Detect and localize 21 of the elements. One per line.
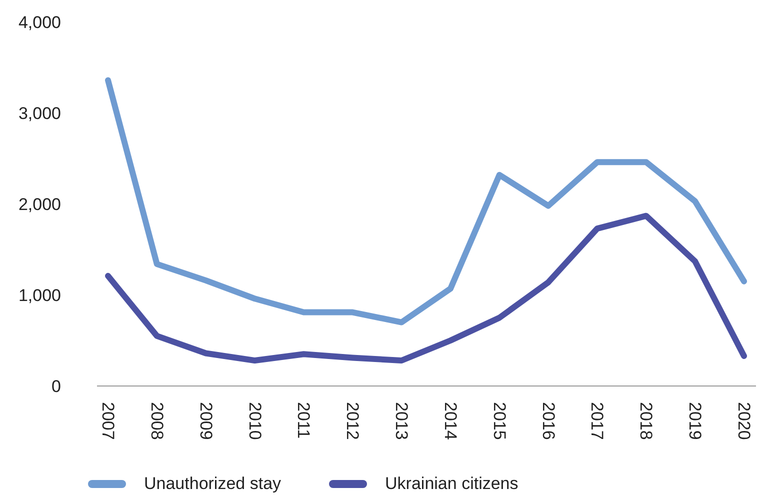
x-tick-label: 2020	[734, 402, 754, 440]
x-tick-label: 2011	[294, 402, 314, 439]
y-tick-label: 2,000	[18, 195, 61, 214]
x-tick-label: 2010	[245, 402, 264, 440]
x-tick-label: 2014	[440, 402, 460, 440]
legend-label: Unauthorized stay	[144, 474, 282, 494]
y-tick-label: 4,000	[18, 13, 61, 32]
x-tick-label: 2019	[686, 402, 705, 440]
x-tick-label: 2013	[392, 402, 412, 440]
y-tick-label: 3,000	[18, 104, 61, 124]
x-tick-label: 2015	[490, 402, 509, 440]
x-tick-label: 2009	[196, 402, 216, 440]
x-tick-label: 2018	[636, 402, 656, 440]
x-tick-label: 2017	[588, 402, 607, 440]
legend-label: Ukrainian citizens	[385, 474, 518, 494]
y-tick-label: 0	[52, 377, 61, 396]
x-tick-label: 2008	[147, 402, 166, 440]
y-tick-label: 1,000	[18, 286, 61, 306]
x-tick-label: 2016	[538, 402, 558, 440]
x-tick-label: 2012	[343, 402, 362, 440]
x-tick-label: 2007	[98, 402, 118, 440]
